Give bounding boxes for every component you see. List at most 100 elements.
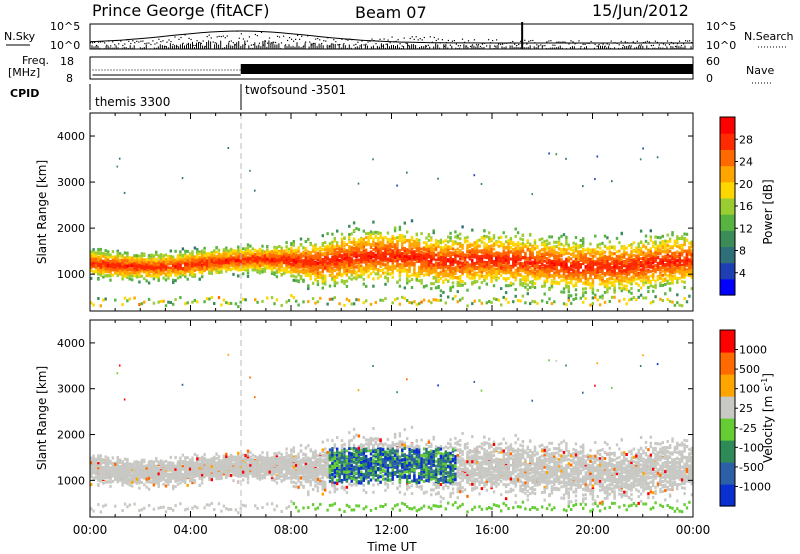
power-cell [145, 279, 148, 283]
power-cell [167, 261, 170, 265]
power-cell [449, 273, 452, 276]
power-cell [118, 252, 122, 256]
power-cell [427, 273, 431, 277]
power-cell [314, 256, 317, 260]
power-cell [331, 271, 334, 275]
power-cell [290, 267, 293, 271]
power-cell [336, 229, 339, 233]
power-cell [266, 248, 269, 252]
power-cell [205, 266, 209, 270]
power-cell [97, 250, 100, 254]
nsky-label: N.Sky [4, 30, 36, 43]
power-cell [213, 254, 216, 258]
noise-point [216, 36, 218, 38]
power-cell [196, 266, 199, 270]
power-cell [150, 263, 153, 267]
power-cell [184, 274, 187, 278]
power-cell [254, 249, 257, 252]
power-cell [295, 279, 298, 283]
power-cell [302, 254, 305, 258]
power-cell [389, 254, 392, 258]
power-cell [220, 258, 223, 262]
power-cell [222, 260, 226, 264]
power-cell [273, 255, 276, 259]
noise-right-tick-top: 10^5 [706, 20, 736, 33]
power-cell [442, 252, 445, 256]
noise-point [429, 36, 431, 38]
power-cell [147, 297, 151, 301]
noise-point [672, 43, 675, 45]
power-cell [333, 296, 336, 300]
power-cell [374, 242, 377, 246]
power-cell [201, 271, 204, 275]
power-cell [90, 252, 93, 256]
power-cell [290, 271, 293, 274]
power-cell [427, 269, 431, 273]
cpid-segment-1-label: themis 3300 [95, 95, 170, 109]
power-cell [386, 277, 390, 280]
noise-point [375, 43, 377, 45]
power-cell [365, 241, 368, 245]
power-cell [227, 266, 230, 270]
power-cell [425, 272, 428, 276]
power-cell [459, 257, 462, 261]
noise-point [628, 45, 630, 47]
power-cell [466, 239, 469, 243]
power-cell [157, 276, 160, 280]
power-cell [157, 254, 160, 258]
power-cell [256, 269, 259, 273]
power-cell [278, 264, 281, 267]
power-cell [461, 257, 464, 261]
power-cell [111, 268, 115, 272]
power-cell [203, 254, 206, 257]
power-cell [304, 264, 308, 268]
power-cell [437, 254, 440, 258]
noise-point [548, 40, 550, 42]
power-cell [362, 242, 365, 246]
power-cell [138, 260, 141, 264]
power-cell [109, 264, 112, 268]
power-cell [164, 278, 168, 282]
power-cell [316, 300, 320, 304]
power-cell [198, 256, 201, 260]
power-cell [384, 297, 387, 301]
power-cell [418, 274, 421, 278]
power-cell [135, 265, 139, 269]
power-cell [256, 263, 259, 267]
power-cell [295, 248, 298, 252]
power-cell [155, 266, 158, 270]
noise-point [676, 43, 679, 45]
power-cell [304, 269, 308, 273]
power-cell [273, 265, 276, 269]
power-cell [174, 259, 177, 262]
power-cell [406, 270, 409, 274]
power-cell [227, 249, 230, 253]
power-cell [283, 259, 286, 263]
power-cell [186, 277, 189, 281]
power-cell [150, 265, 153, 269]
power-cell [251, 255, 254, 259]
power-cell [454, 230, 457, 234]
power-cell [222, 257, 226, 260]
power-cell [386, 257, 390, 261]
power-cell [391, 249, 394, 253]
power-cell [454, 258, 457, 262]
power-cell [147, 256, 151, 260]
power-cell [475, 260, 479, 264]
noise-point [542, 45, 544, 47]
power-cell [444, 301, 447, 305]
power-cell [398, 278, 402, 282]
power-cell [256, 256, 259, 260]
power-cell [287, 253, 291, 257]
power-cell [109, 260, 112, 264]
power-cell [336, 247, 339, 251]
power-cell [475, 265, 479, 269]
power-cell [273, 251, 276, 254]
power-cell [285, 257, 288, 260]
power-cell [367, 257, 370, 261]
power-cell [106, 268, 110, 272]
power-cell [172, 255, 175, 259]
power-cell [99, 304, 102, 308]
power-cell [449, 254, 452, 258]
